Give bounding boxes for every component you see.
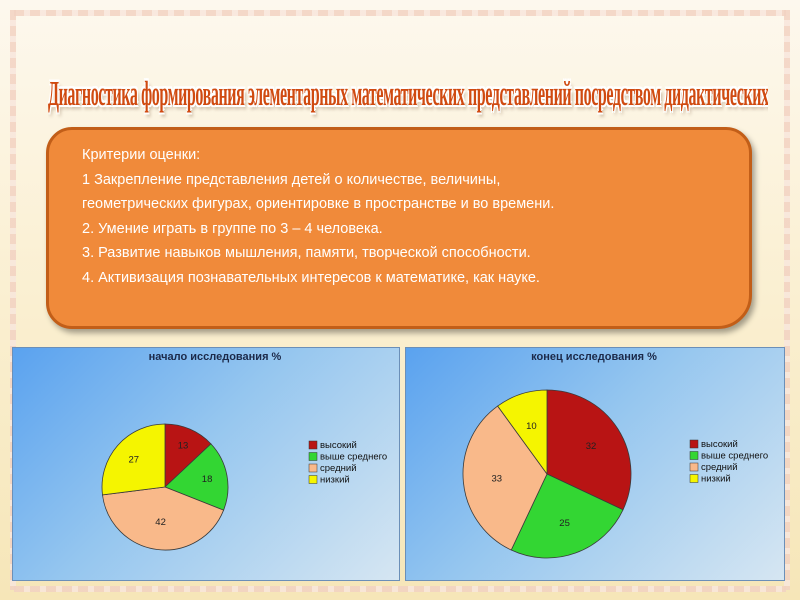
pie-slice-high: [546, 389, 632, 511]
legend-label-high: высокий: [320, 440, 357, 451]
legend-label-above-average: выше среднего: [701, 451, 768, 462]
criteria-heading: Критерии оценки:: [82, 147, 201, 163]
data-label-high: 13: [178, 440, 189, 451]
legend-swatch-low: [689, 474, 699, 483]
pie-slice-above-average: [164, 443, 229, 511]
data-label-average: 33: [492, 474, 503, 485]
legend-label-low: низкий: [701, 474, 731, 485]
frame-decoration-right: [784, 10, 790, 590]
legend-swatch-average: [308, 463, 318, 473]
pie-chart-end: конец исследования % 32 25 33 10 высокий выше …: [405, 347, 785, 581]
frame-decoration-left: [10, 10, 16, 590]
data-label-above-average: 18: [202, 474, 213, 485]
criteria-line-1: 1 Закрепление представления детей о коли…: [82, 171, 501, 188]
data-label-low: 27: [129, 455, 140, 466]
data-label-high: 32: [586, 441, 597, 452]
pie-slice-low: [101, 423, 166, 496]
pie-slice-average: [462, 405, 548, 551]
pie-slice-above-average: [510, 473, 624, 559]
pie-chart-start: начало исследования % 13 18 42 27 высокий выше…: [12, 347, 400, 581]
criteria-box: [46, 127, 752, 329]
pie-chart-start-svg: начало исследования % 13 18 42 27 высокийвыше…: [101, 351, 387, 551]
criteria-line-4: 3. Развитие навыков мышления, памяти, тв…: [82, 245, 531, 261]
chart-title: конец исследования %: [531, 351, 657, 363]
slide-title: Диагностика формирования элементарных ма…: [48, 76, 768, 114]
legend-swatch-high: [689, 439, 699, 449]
criteria-text: Критерии оценки: 1 Закрепление представл…: [82, 143, 722, 290]
criteria-line-5: 4. Активизация познавательных интересов …: [82, 269, 540, 286]
legend-swatch-above-average: [308, 452, 318, 461]
frame-decoration-top: [14, 10, 786, 16]
criteria-line-3: 2. Умение играть в группе по 3 – 4 челов…: [82, 220, 383, 237]
legend-label-average: средний: [320, 463, 357, 474]
frame-decoration-bottom: [14, 586, 786, 592]
chart-title: начало исследования %: [149, 351, 282, 363]
criteria-line-2: геометрических фигурах, ориентировке в п…: [82, 196, 555, 212]
legend-swatch-low: [308, 475, 318, 484]
data-label-above-average: 25: [559, 518, 570, 529]
pie-slice-average: [102, 486, 225, 551]
data-label-low: 10: [526, 421, 537, 432]
legend-label-average: средний: [701, 462, 738, 473]
legend-swatch-above-average: [689, 451, 699, 460]
legend-label-above-average: выше среднего: [320, 452, 387, 463]
data-label-average: 42: [155, 517, 166, 528]
legend-swatch-high: [308, 440, 318, 450]
pie-slice-low: [497, 389, 548, 476]
legend-label-high: высокий: [701, 439, 738, 450]
legend-label-low: низкий: [320, 475, 350, 486]
legend-swatch-average: [689, 462, 699, 472]
pie-chart-end-svg: конец исследования % 32 25 33 10 высокийвыше …: [462, 351, 768, 559]
